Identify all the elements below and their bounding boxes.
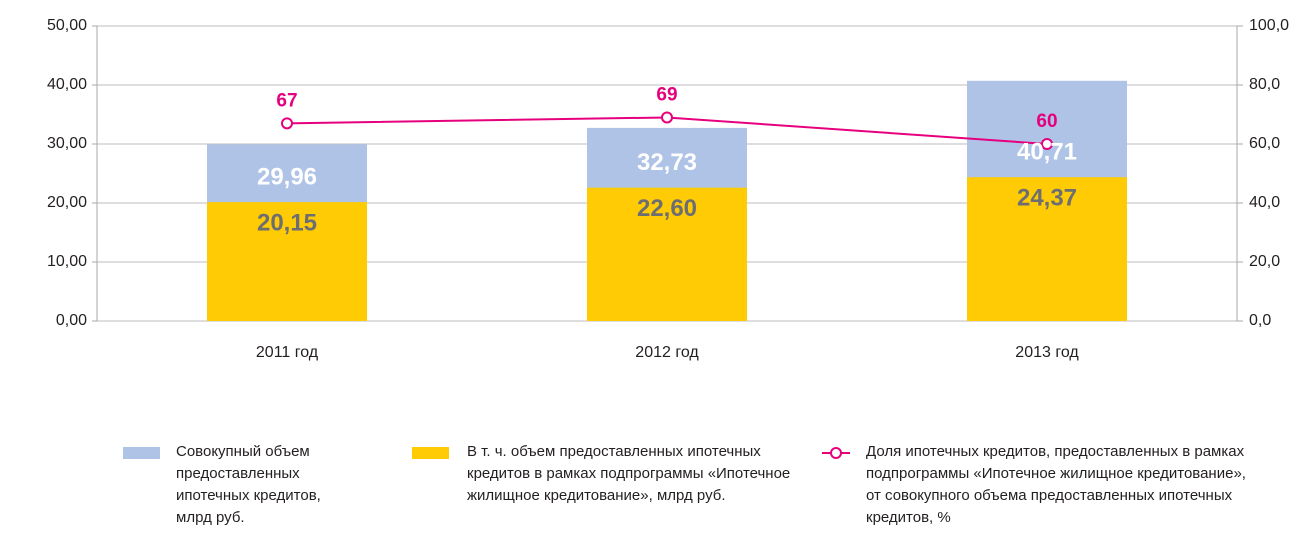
data-label: 24,37 bbox=[1017, 185, 1077, 212]
legend-swatch bbox=[123, 447, 160, 459]
y-tick-label: 10,00 bbox=[47, 253, 87, 270]
data-label: 22,60 bbox=[637, 195, 697, 222]
data-label: 60 bbox=[1036, 111, 1057, 132]
data-label: 20,15 bbox=[257, 209, 317, 236]
legend-label: Доля ипотечных кредитов, предоставленных… bbox=[866, 443, 1246, 526]
legend-swatch bbox=[412, 447, 449, 459]
y2-tick-label: 20,0 bbox=[1249, 253, 1280, 270]
y-tick-label: 20,00 bbox=[47, 194, 87, 211]
y2-tick-label: 60,0 bbox=[1249, 135, 1280, 152]
bar bbox=[207, 202, 367, 321]
line-marker bbox=[661, 111, 673, 124]
legend-swatch bbox=[822, 447, 850, 459]
chart: 0,00 10,00 20,00 30,00 40,00 50,00 0,0 20,0 40,0… bbox=[47, 17, 1289, 361]
legend-label: В т. ч. объем предоставленных ипотечных … bbox=[467, 443, 791, 504]
bar bbox=[587, 187, 747, 321]
y-tick-label: 50,00 bbox=[47, 17, 87, 34]
y2-tick-label: 0,0 bbox=[1249, 312, 1271, 329]
y2-tick-label: 100,0 bbox=[1249, 17, 1289, 34]
bar bbox=[967, 177, 1127, 321]
x-tick-label: 2011 год bbox=[256, 344, 319, 361]
y-tick-label: 0,00 bbox=[56, 312, 87, 329]
y-tick-label: 40,00 bbox=[47, 76, 87, 93]
legend-label: Совокупный объем предоставленных ипотечн… bbox=[176, 443, 321, 526]
data-label: 29,96 bbox=[257, 163, 317, 190]
data-label: 67 bbox=[276, 90, 297, 111]
data-label: 32,73 bbox=[637, 149, 697, 176]
y2-tick-label: 80,0 bbox=[1249, 76, 1280, 93]
data-label: 40,71 bbox=[1017, 139, 1077, 166]
y2-tick-label: 40,0 bbox=[1249, 194, 1280, 211]
x-tick-label: 2013 год bbox=[1015, 344, 1079, 361]
data-label: 69 bbox=[656, 84, 677, 105]
line-marker bbox=[1041, 138, 1053, 150]
y-tick-label: 30,00 bbox=[47, 135, 87, 152]
line-marker bbox=[281, 117, 293, 130]
x-tick-label: 2012 год bbox=[635, 344, 699, 361]
legend-marker bbox=[830, 447, 842, 459]
